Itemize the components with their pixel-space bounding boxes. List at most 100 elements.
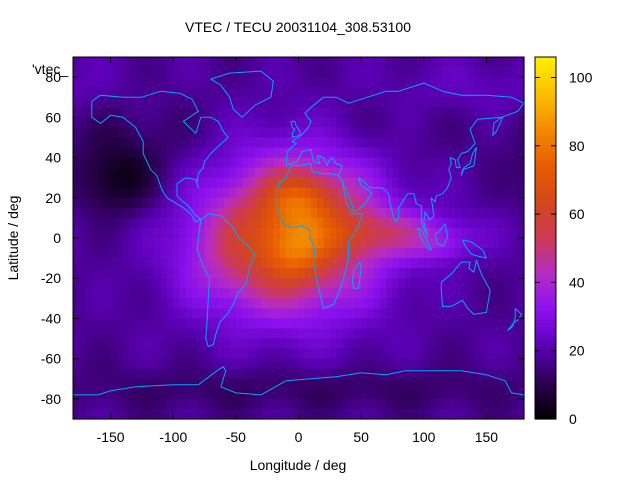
colorbar-swatch [535,328,556,333]
vtec-cell [198,187,206,199]
vtec-cell [73,197,80,209]
vtec-cell [85,107,93,118]
vtec-cell [367,338,375,350]
vtec-cell [311,238,318,249]
vtec-cell [404,238,412,249]
vtec-cell [279,308,287,320]
vtec-cell [254,338,262,350]
vtec-cell [448,358,456,370]
vtec-cell [492,408,500,420]
vtec-cell [73,258,80,269]
vtec-cell [298,338,306,350]
vtec-cell [323,107,331,118]
vtec-cell [404,268,412,279]
vtec-cell [217,67,224,78]
vtec-cell [430,57,437,68]
vtec-cell [467,77,475,88]
vtec-cell [317,278,325,289]
vtec-cell [373,67,381,78]
vtec-cell [398,308,406,320]
vtec-cell [329,278,337,289]
vtec-cell [279,87,287,98]
vtec-cell [192,328,199,340]
vtec-cell [73,97,80,108]
vtec-cell [442,207,450,219]
vtec-cell [342,87,350,98]
colorbar-swatch [535,334,556,339]
vtec-cell [85,248,93,259]
vtec-cell [267,137,275,149]
vtec-cell [123,87,130,98]
vtec-cell [123,217,130,229]
vtec-cell [511,77,519,88]
vtec-cell [242,197,249,209]
vtec-cell [373,288,381,299]
vtec-cell [398,398,406,410]
vtec-cell [154,388,162,400]
vtec-cell [217,408,224,420]
vtec-cell [467,388,475,400]
vtec-cell [154,248,162,259]
vtec-cell [116,207,124,219]
vtec-cell [461,157,469,169]
vtec-cell [148,227,156,239]
vtec-cell [329,117,337,128]
vtec-cell [329,378,337,390]
vtec-cell [423,348,431,360]
vtec-cell [192,197,199,209]
vtec-cell [185,278,193,289]
vtec-cell [98,288,105,299]
vtec-cell [473,328,481,340]
vtec-cell [480,67,488,78]
vtec-cell [336,187,343,199]
colorbar-swatch [535,90,556,94]
vtec-cell [173,338,181,350]
x-tick-label: 150 [475,429,499,445]
vtec-cell [379,177,387,189]
vtec-cell [373,147,381,159]
colorbar-swatch [535,99,556,103]
vtec-cell [110,368,118,380]
vtec-cell [285,408,293,420]
vtec-cell [267,388,275,400]
vtec-cell [404,298,412,309]
vtec-cell [348,278,356,289]
vtec-cell [242,368,249,380]
vtec-cell [160,77,168,88]
vtec-cell [354,398,362,410]
vtec-cell [242,207,249,219]
vtec-cell [373,388,381,400]
vtec-cell [267,207,275,219]
vtec-cell [480,187,488,199]
vtec-cell [430,67,437,78]
vtec-cell [442,388,450,400]
vtec-cell [311,187,318,199]
vtec-cell [204,348,212,360]
vtec-cell [473,388,481,400]
vtec-cell [329,127,337,139]
vtec-cell [160,147,168,159]
vtec-cell [436,187,444,199]
vtec-cell [166,288,174,299]
vtec-cell [473,157,481,169]
vtec-cell [448,338,456,350]
vtec-cell [242,288,249,299]
vtec-cell [148,87,156,98]
vtec-cell [273,227,281,239]
vtec-cell [361,238,368,249]
vtec-cell [455,67,462,78]
vtec-cell [279,137,287,149]
colorbar-swatch [535,96,556,100]
vtec-cell [498,177,506,189]
vtec-cell [342,187,350,199]
vtec-cell [423,77,431,88]
vtec-cell [173,227,181,239]
vtec-cell [505,318,513,330]
vtec-cell [217,117,224,128]
vtec-cell [361,348,368,360]
vtec-cell [129,187,137,199]
map-area [73,57,525,420]
vtec-cell [260,77,268,88]
colorbar-swatch [535,274,556,278]
vtec-cell [229,238,237,249]
